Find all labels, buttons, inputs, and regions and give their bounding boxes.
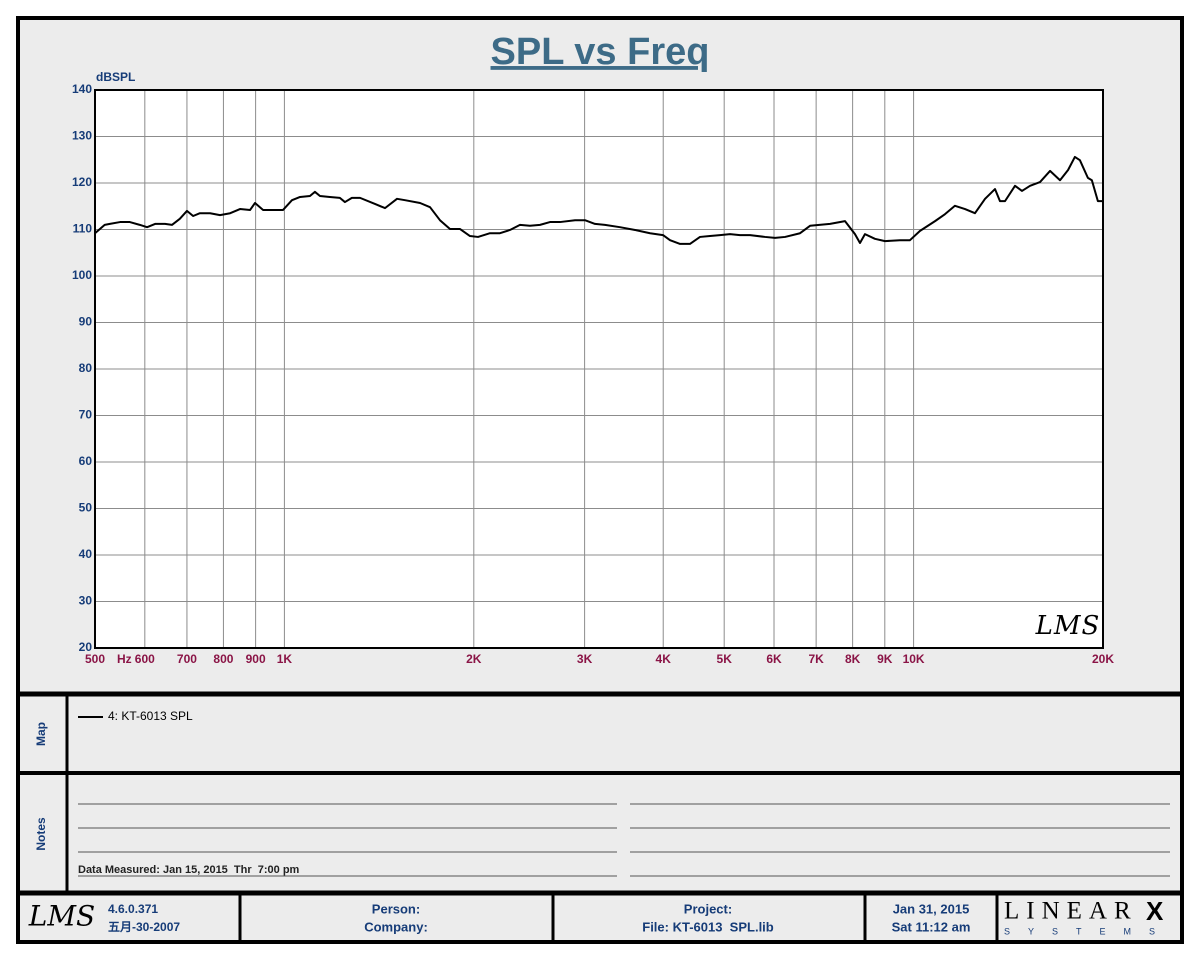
x-tick-label: 1K <box>277 652 293 666</box>
series-line <box>94 155 1103 245</box>
x-tick-label: 10K <box>903 652 925 666</box>
y-tick-label: 40 <box>79 547 93 561</box>
x-unit: Hz <box>117 652 132 666</box>
x-tick-label: 600 <box>135 652 155 666</box>
x-tick-label: 7K <box>808 652 824 666</box>
version-date: 五月-30-2007 <box>108 920 180 934</box>
y-tick-label: 140 <box>72 82 92 96</box>
x-tick-label: 8K <box>845 652 861 666</box>
data-measured: Data Measured: Jan 15, 2015 Thr 7:00 pm <box>78 864 300 876</box>
y-unit: dBSPL <box>96 70 135 84</box>
x-tick-label: 500 <box>85 652 105 666</box>
brand: LINEAR <box>1004 898 1138 925</box>
file: File: KT-6013 SPL.lib <box>642 919 774 934</box>
x-tick-label: 800 <box>213 652 233 666</box>
y-tick-label: 30 <box>79 594 93 608</box>
legend: 4: KT-6013 SPL <box>78 709 193 723</box>
person: Person: <box>372 901 420 916</box>
y-tick-label: 20 <box>79 640 93 654</box>
x-tick-label: 20K <box>1092 652 1114 666</box>
y-tick-label: 70 <box>79 408 93 422</box>
y-tick-label: 130 <box>72 129 92 143</box>
footer-logo: LMS <box>28 900 95 933</box>
x-tick-label: 6K <box>766 652 782 666</box>
time: Sat 11:12 am <box>892 919 971 934</box>
project: Project: <box>684 901 732 916</box>
outer-frame <box>16 16 1184 944</box>
watermark: LMS <box>1035 611 1101 641</box>
note-lines <box>78 803 1170 877</box>
x-tick-label: 5K <box>717 652 733 666</box>
company: Company: <box>364 919 428 934</box>
x-tick-label: 9K <box>877 652 893 666</box>
x-tick-label: 900 <box>246 652 266 666</box>
brand-mark: X <box>1146 896 1164 926</box>
x-tick-label: 3K <box>577 652 593 666</box>
y-tick-label: 60 <box>79 454 93 468</box>
y-tick-label: 110 <box>73 222 93 236</box>
y-tick-label: 80 <box>79 361 93 375</box>
chart-title: SPL vs Freq <box>491 31 710 73</box>
y-tick-label: 120 <box>72 175 92 189</box>
map-label: Map <box>34 722 48 746</box>
y-tick-label: 50 <box>79 501 93 515</box>
x-tick-label: 4K <box>656 652 672 666</box>
x-tick-label: 700 <box>177 652 197 666</box>
notes-label: Notes <box>34 817 48 851</box>
version: 4.6.0.371 <box>108 902 158 916</box>
y-tick-label: 90 <box>79 315 93 329</box>
plot-border <box>94 89 1104 649</box>
legend-label: 4: KT-6013 SPL <box>108 709 193 723</box>
date: Jan 31, 2015 <box>893 901 970 916</box>
x-tick-label: 2K <box>466 652 482 666</box>
plot <box>94 155 1103 245</box>
y-tick-label: 100 <box>72 268 92 282</box>
brand-sub: SYSTEMS <box>1004 926 1173 936</box>
